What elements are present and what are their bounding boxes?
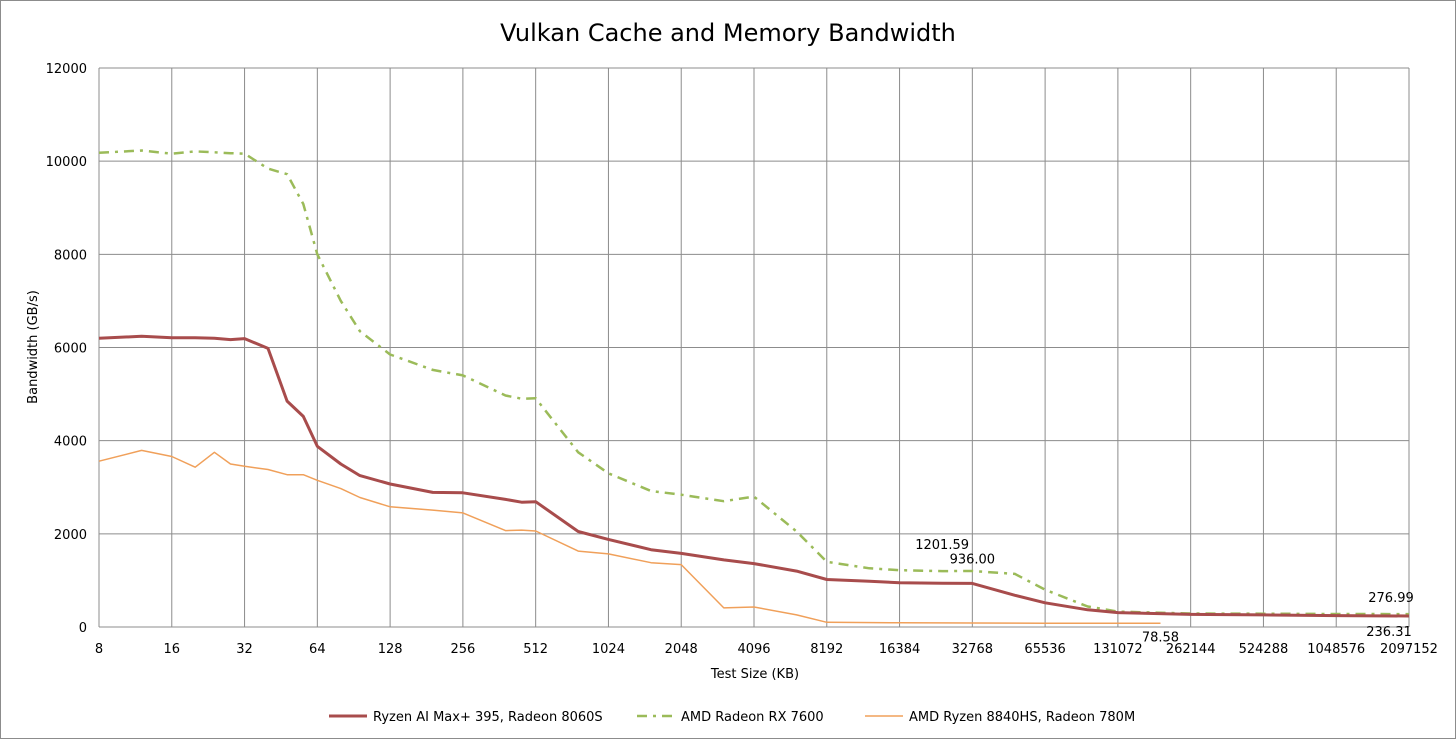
data-label: 78.58 [1142,630,1179,645]
x-tick-label: 32768 [952,642,993,657]
x-tick-label: 1048576 [1307,642,1365,657]
x-tick-label: 32 [236,642,253,657]
chart-title: Vulkan Cache and Memory Bandwidth [500,19,956,47]
legend-label-1: AMD Radeon RX 7600 [681,710,824,725]
series-line-2 [98,449,1161,625]
y-tick-label: 0 [79,621,87,636]
legend-label-2: AMD Ryzen 8840HS, Radeon 780M [909,710,1135,725]
x-tick-label: 8 [95,642,103,657]
legend: Ryzen AI Max+ 395, Radeon 8060S AMD Radeo… [329,710,1135,725]
x-tick-label: 1024 [592,642,625,657]
x-tick-labels: 8 16 32 64 128 256 512 1024 2048 4096 8192 16384 327… [95,642,1438,657]
x-tick-label: 262144 [1166,642,1216,657]
data-labels: 936.00 236.31 1201.59 276.99 78.58 [915,538,1414,645]
x-tick-label: 2097152 [1380,642,1438,657]
x-axis-label: Test Size (KB) [710,667,799,682]
x-tick-label: 65536 [1024,642,1065,657]
y-axis-label: Bandwidth (GB/s) [26,290,41,404]
y-tick-label: 6000 [54,342,87,357]
x-tick-label: 16 [164,642,181,657]
y-tick-label: 8000 [54,248,87,263]
x-tick-label: 512 [523,642,548,657]
x-tick-label: 2048 [665,642,698,657]
series-line-1 [98,149,1410,616]
series-lines [98,149,1410,625]
data-label: 236.31 [1366,625,1412,640]
y-tick-label: 12000 [46,62,87,77]
x-tick-label: 524288 [1239,642,1289,657]
data-label: 1201.59 [915,538,969,553]
x-tick-label: 256 [450,642,475,657]
x-tick-label: 128 [378,642,403,657]
y-tick-label: 4000 [54,435,87,450]
x-tick-label: 131072 [1093,642,1143,657]
y-tick-labels: 0 2000 4000 6000 8000 10000 12000 [46,62,87,636]
x-tick-label: 16384 [879,642,920,657]
data-label: 276.99 [1368,591,1414,606]
y-tick-label: 10000 [46,155,87,170]
series-line-0 [98,334,1410,618]
x-tick-label: 8192 [810,642,843,657]
legend-label-0: Ryzen AI Max+ 395, Radeon 8060S [373,710,603,725]
y-tick-label: 2000 [54,528,87,543]
data-label: 936.00 [950,552,996,567]
x-tick-label: 4096 [737,642,770,657]
grid [98,67,1410,628]
x-tick-label: 64 [309,642,326,657]
